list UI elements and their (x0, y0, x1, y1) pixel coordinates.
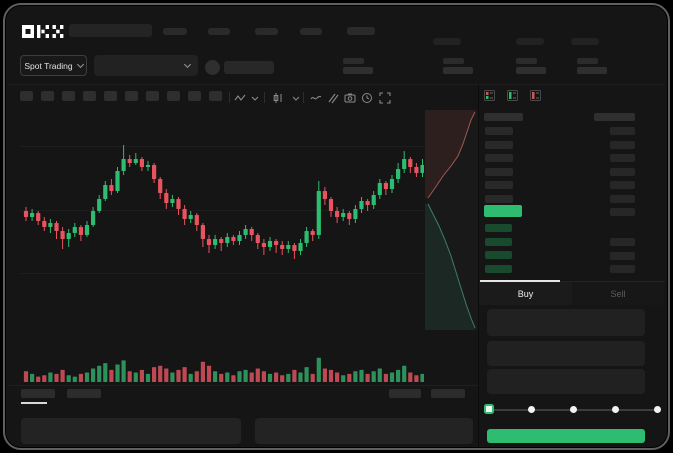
orderbook-row-skeleton[interactable] (485, 127, 513, 135)
tab-sell-label: Sell (610, 288, 626, 299)
toolbar-skeleton-pill[interactable] (209, 91, 222, 101)
orderbook-row-skeleton[interactable] (485, 251, 512, 259)
indicator-wave-icon[interactable] (310, 92, 322, 104)
depth-chart (425, 110, 478, 330)
bottom-tab-skeleton-active[interactable] (21, 389, 55, 398)
chevron-down-icon[interactable] (290, 92, 302, 104)
coin-avatar (205, 60, 220, 75)
candle-style-icon[interactable] (272, 92, 284, 104)
toolbar-skeleton-pill[interactable] (104, 91, 117, 101)
orders-table-skeleton-right (255, 418, 473, 444)
orderbook-row-skeleton[interactable] (485, 181, 513, 189)
tab-sell[interactable]: Sell (572, 282, 664, 305)
orderbook-asks[interactable] (485, 127, 513, 203)
ticker-stat-skeleton (443, 57, 475, 74)
okx-logo[interactable] (22, 25, 64, 38)
orderbook-amount-header-skeleton (594, 113, 635, 121)
toolbar-skeleton-pill[interactable] (125, 91, 138, 101)
amount-input-skeleton[interactable] (487, 341, 645, 366)
toolbar-skeleton-pill[interactable] (188, 91, 201, 101)
ticker-stat-skeleton (343, 57, 375, 74)
orderbook-row-skeleton[interactable] (485, 224, 512, 232)
pair-selector[interactable] (94, 55, 198, 76)
orderbook-view-bids-icon[interactable] (507, 90, 518, 101)
nav-item-skeleton[interactable] (163, 28, 187, 35)
toolbar-skeleton-pill[interactable] (20, 91, 33, 101)
bottom-tab-skeleton[interactable] (67, 389, 101, 398)
orderbook-row-skeleton[interactable] (485, 194, 513, 203)
bottom-tab-indicator (21, 402, 47, 404)
orderbook-row-skeleton[interactable] (485, 264, 512, 273)
toolbar-skeleton-pill[interactable] (83, 91, 96, 101)
toolbar-skeleton-pill[interactable] (62, 91, 75, 101)
interval-zigzag-icon[interactable] (234, 92, 246, 104)
market-type-label: Spot Trading (24, 60, 73, 71)
pair-name-skeleton (224, 61, 274, 74)
toolbar-skeleton-pill[interactable] (167, 91, 180, 101)
active-tab-indicator (480, 280, 560, 282)
orderbook-view-asks-icon[interactable] (530, 90, 541, 101)
tab-buy[interactable]: Buy (479, 282, 572, 305)
orderbook-amounts-top (610, 127, 635, 216)
orderbook-row-skeleton[interactable] (610, 127, 635, 135)
orderbook-row-skeleton[interactable] (610, 251, 635, 260)
orderbook-row-skeleton[interactable] (610, 181, 635, 189)
price-input-skeleton[interactable] (487, 309, 645, 336)
nav-item-skeleton[interactable] (255, 28, 278, 35)
camera-icon[interactable] (344, 92, 356, 104)
orderbook-row-skeleton[interactable] (610, 167, 635, 176)
orderbook-bids[interactable] (485, 224, 512, 273)
nav-item-skeleton[interactable] (300, 28, 322, 35)
percent-slider-handle[interactable] (484, 404, 494, 414)
orderbook-row-skeleton[interactable] (610, 140, 635, 149)
orderbook-row-skeleton[interactable] (610, 208, 635, 216)
percent-slider-stop-25[interactable] (527, 406, 535, 413)
header-action-skeleton[interactable] (433, 38, 461, 45)
last-price-badge[interactable] (484, 205, 522, 217)
orderbook-row-skeleton[interactable] (610, 194, 635, 203)
market-type-selector[interactable]: Spot Trading (20, 55, 87, 76)
candlestick-chart[interactable] (20, 110, 424, 385)
orderbook-row-skeleton[interactable] (610, 154, 635, 162)
percent-slider-stop-75[interactable] (611, 406, 619, 413)
orders-table-skeleton-left (21, 418, 241, 444)
buy-submit-button[interactable] (487, 429, 645, 443)
orderbook-row-skeleton[interactable] (485, 167, 513, 176)
chevron-down-icon (76, 60, 84, 69)
fullscreen-icon[interactable] (379, 92, 391, 104)
ticker-stat-skeleton (516, 57, 548, 74)
orderbook-row-skeleton[interactable] (485, 140, 513, 149)
bottom-action-skeleton[interactable] (431, 389, 465, 398)
clock-icon[interactable] (361, 92, 373, 104)
tab-buy-label: Buy (517, 288, 534, 299)
chevron-down-icon (183, 60, 192, 69)
percent-slider-stop-50[interactable] (569, 406, 577, 413)
nav-item-skeleton[interactable] (347, 27, 375, 35)
orderbook-view-combined-icon[interactable] (484, 90, 495, 101)
toolbar-skeleton-pill[interactable] (146, 91, 159, 101)
orderbook-amounts-bottom (610, 238, 635, 273)
nav-item-skeleton[interactable] (208, 28, 230, 35)
orderbook-row-skeleton[interactable] (485, 154, 513, 162)
orderbook-row-skeleton[interactable] (485, 237, 512, 246)
ticker-stat-skeleton (577, 57, 609, 74)
compare-icon[interactable] (327, 92, 339, 104)
chevron-down-icon[interactable] (249, 92, 261, 104)
orderbook-price-header-skeleton (484, 113, 523, 121)
header-action-skeleton[interactable] (516, 38, 544, 45)
timeframe-skeleton-group[interactable] (20, 91, 222, 101)
app-window: Spot Trading (6, 6, 667, 447)
total-input-skeleton[interactable] (487, 369, 645, 394)
orderbook-row-skeleton[interactable] (610, 265, 635, 273)
header-action-skeleton[interactable] (571, 38, 599, 45)
search-input[interactable] (69, 24, 152, 37)
toolbar-skeleton-pill[interactable] (41, 91, 54, 101)
orderbook-row-skeleton[interactable] (610, 238, 635, 246)
percent-slider-stop-100[interactable] (653, 406, 661, 413)
bottom-action-skeleton[interactable] (389, 389, 421, 398)
